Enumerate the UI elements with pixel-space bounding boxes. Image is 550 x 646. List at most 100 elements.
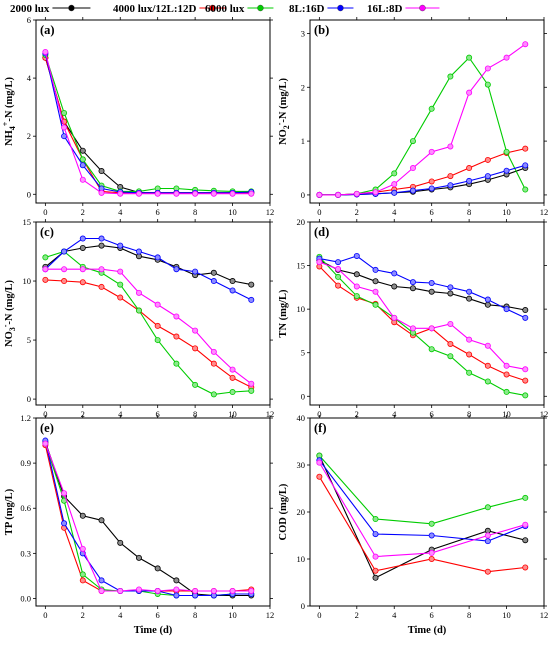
y-tick-label: 3 (301, 28, 305, 38)
data-point (428, 279, 435, 286)
series (316, 259, 529, 373)
series (42, 440, 255, 594)
series-line (45, 245, 252, 286)
x-tick-label: 4 (118, 409, 123, 419)
y-tick-label: 0 (27, 189, 31, 199)
data-point (428, 346, 435, 353)
data-point (484, 568, 491, 575)
data-point (173, 360, 180, 367)
data-point (117, 587, 124, 594)
x-tick-label: 4 (392, 610, 397, 620)
data-point (61, 490, 68, 497)
data-point (522, 145, 529, 152)
y-tick-label: 0.6 (20, 503, 31, 513)
data-point (316, 459, 323, 466)
x-tick-label: 4 (118, 610, 123, 620)
data-point (522, 494, 529, 501)
legend-label: 4000 lux/12L:12D (113, 3, 196, 15)
data-point (173, 333, 180, 340)
y-axis-label-sup: - (1, 324, 10, 327)
x-tick-label: 8 (467, 610, 471, 620)
panel-label: (e) (40, 421, 54, 435)
x-tick-label: 6 (430, 610, 434, 620)
y-axis-label-sub: 2 (282, 125, 291, 129)
panel-label: (b) (314, 23, 329, 37)
data-point (391, 270, 398, 277)
x-tick-label: 10 (502, 409, 511, 419)
data-point (42, 254, 49, 261)
y-tick-label: 20 (297, 217, 306, 227)
data-point (391, 283, 398, 290)
data-point (447, 353, 454, 360)
y-axis-label-rest: -N (mg/L) (278, 77, 289, 122)
y-tick-label: 40 (297, 413, 306, 423)
y-tick-label: 2 (27, 131, 31, 141)
data-point (79, 577, 86, 584)
x-tick-label: 12 (540, 409, 549, 419)
data-point (98, 242, 105, 249)
series-line (44, 57, 252, 194)
data-point (484, 296, 491, 303)
data-point (42, 276, 49, 283)
data-point (229, 366, 236, 373)
data-point (522, 366, 529, 373)
y-axis-label-main: NH (4, 130, 15, 146)
x-tick-label: 6 (156, 409, 160, 419)
data-point (98, 283, 105, 290)
x-tick-label: 10 (228, 409, 237, 419)
data-point (372, 278, 379, 285)
y-axis-label: NO2--N (mg/L) (275, 77, 291, 145)
series (316, 452, 529, 527)
series-line (319, 167, 526, 196)
data-point (192, 268, 199, 275)
data-point (447, 143, 454, 150)
data-point (353, 293, 360, 300)
data-point (428, 148, 435, 155)
data-point (79, 147, 86, 154)
series (316, 473, 529, 575)
x-tick-label: 0 (43, 207, 47, 217)
y-axis-label-main: TP (mg/L) (4, 488, 15, 535)
data-point (173, 592, 180, 599)
panel: (f) 0 2 4 6 8 10 12 0 10 20 30 40 COD (mg/L) Time (d) (278, 413, 548, 636)
y-tick-label: 0.3 (20, 548, 31, 558)
data-point (447, 340, 454, 347)
data-point (192, 587, 199, 594)
x-tick-label: 2 (81, 610, 85, 620)
series-line (45, 250, 252, 395)
series (316, 162, 529, 198)
data-point (522, 307, 529, 314)
y-axis-label-rest: -N (mg/L) (4, 279, 15, 324)
y-tick-label: 15 (297, 261, 306, 271)
data-point (117, 281, 124, 288)
x-tick-label: 4 (118, 207, 123, 217)
data-point (210, 269, 217, 276)
data-point (192, 327, 199, 334)
y-axis-label-main: TN (mg/L) (278, 289, 289, 338)
data-point (353, 190, 360, 197)
data-point (372, 574, 379, 581)
y-tick-label: 0 (27, 394, 31, 404)
series (42, 51, 255, 195)
y-tick-label: 0 (301, 391, 305, 401)
data-point (135, 554, 142, 561)
y-tick-label: 10 (23, 276, 32, 286)
x-tick-label: 12 (266, 409, 275, 419)
data-point (409, 165, 416, 172)
data-point (154, 254, 161, 261)
data-point (173, 313, 180, 320)
y-tick-label: 1.2 (20, 413, 31, 423)
plot-frame (309, 221, 545, 406)
x-tick-label: 2 (355, 610, 359, 620)
data-point (79, 571, 86, 578)
data-point (192, 381, 199, 388)
data-point (61, 278, 68, 285)
data-point (466, 369, 473, 376)
data-point (154, 565, 161, 572)
data-point (522, 41, 529, 48)
data-point (173, 586, 180, 593)
data-point (503, 54, 510, 61)
data-point (428, 549, 435, 556)
series-line (44, 443, 252, 597)
x-tick-label: 0 (43, 409, 47, 419)
